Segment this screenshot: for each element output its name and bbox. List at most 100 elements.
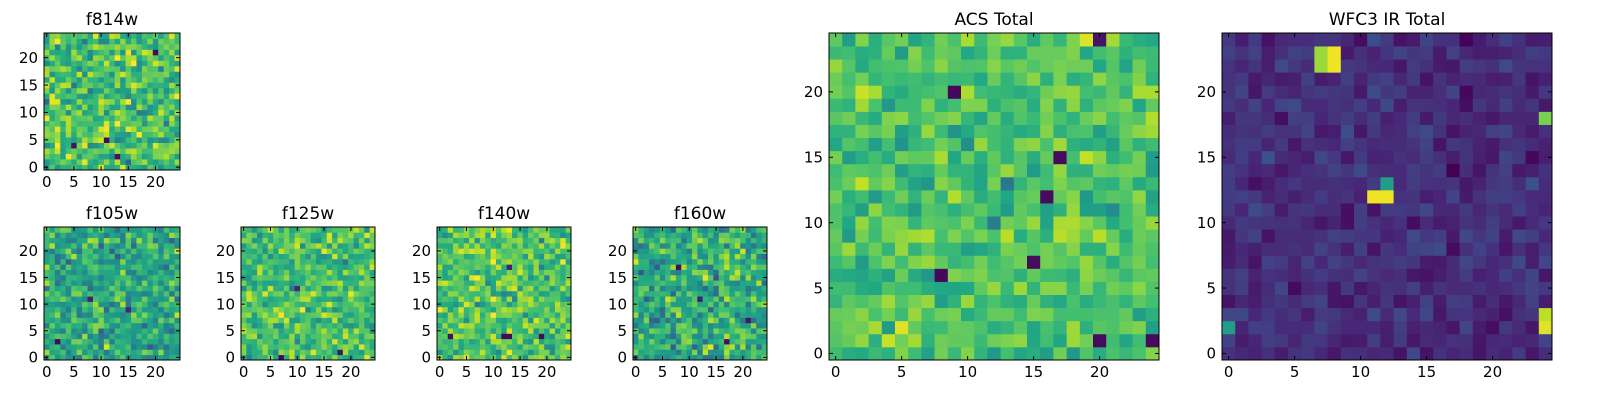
heatmap-cell <box>241 280 247 286</box>
heatmap-cell <box>708 242 714 249</box>
heatmap-cell <box>908 46 922 60</box>
heatmap-cell <box>337 338 344 345</box>
heatmap-cell <box>273 227 279 233</box>
heatmap-cell <box>54 354 61 361</box>
heatmap-cell <box>1459 59 1474 73</box>
heatmap-cell <box>1420 346 1434 361</box>
heatmap-cell <box>691 253 698 260</box>
heatmap-cell <box>1327 346 1342 361</box>
heatmap-cell <box>1248 150 1262 165</box>
heatmap-cell <box>643 227 650 233</box>
heatmap-cell <box>120 264 126 270</box>
heatmap-cell <box>1406 150 1421 165</box>
heatmap-cell <box>1274 137 1289 152</box>
heatmap-cell <box>44 104 50 111</box>
heatmap-cell <box>1027 72 1041 86</box>
heatmap-cell <box>310 296 317 302</box>
heatmap-cell <box>458 237 465 244</box>
heatmap-cell <box>158 98 165 105</box>
heatmap-cell <box>109 237 116 244</box>
heatmap-cell <box>447 227 454 233</box>
heatmap-cell <box>1380 216 1394 230</box>
heatmap-cell <box>437 312 443 318</box>
heatmap-cell <box>987 111 1001 125</box>
heatmap-cell <box>649 312 655 318</box>
heatmap-cell <box>469 269 475 276</box>
heatmap-cell <box>147 296 154 302</box>
heatmap-cell <box>289 296 295 302</box>
heatmap-cell <box>1288 229 1302 243</box>
heatmap-cell <box>713 290 720 297</box>
y-tick-label: 15 <box>1197 149 1216 167</box>
heatmap-cell <box>517 328 524 334</box>
heatmap-cell <box>528 264 534 270</box>
heatmap-cell <box>1459 137 1474 152</box>
heatmap-cell <box>125 264 132 270</box>
heatmap-cell <box>1288 189 1302 204</box>
heatmap-cell <box>141 301 148 308</box>
heatmap-cell <box>729 280 736 286</box>
heatmap-cell <box>734 317 741 324</box>
heatmap-cell <box>533 242 540 249</box>
heatmap-cell <box>158 93 165 100</box>
heatmap-cell <box>987 85 1001 99</box>
heatmap-cell <box>1420 268 1434 282</box>
heatmap-cell <box>92 109 99 116</box>
heatmap-cell <box>76 109 83 116</box>
heatmap-cell <box>283 354 290 361</box>
heatmap-cell <box>750 296 757 302</box>
heatmap-cell <box>974 124 988 139</box>
heatmap-cell <box>855 281 869 295</box>
heatmap-cell <box>44 43 50 50</box>
heatmap-cell <box>554 232 561 239</box>
heatmap-cell <box>283 338 290 345</box>
heatmap-cell <box>708 237 714 244</box>
heatmap-cell <box>141 349 148 356</box>
heatmap-cell <box>713 285 720 292</box>
heatmap-cell <box>1093 124 1107 139</box>
heatmap-cell <box>120 120 126 127</box>
heatmap-cell <box>881 124 896 139</box>
heatmap-cell <box>54 65 61 72</box>
heatmap-cell <box>829 85 843 99</box>
heatmap-cell <box>512 269 518 276</box>
heatmap-cell <box>921 268 935 282</box>
heatmap-cell <box>729 269 736 276</box>
heatmap-cell <box>1420 59 1434 73</box>
heatmap-cell <box>702 290 709 297</box>
panel-title: f160w <box>674 204 726 224</box>
heatmap-cell <box>1367 85 1381 99</box>
heatmap-cell <box>251 349 258 356</box>
heatmap-cell <box>1013 111 1028 125</box>
heatmap-cell <box>908 346 922 361</box>
heatmap-cell <box>1261 255 1276 269</box>
x-tick-label: 15 <box>1417 363 1436 381</box>
heatmap-cell <box>1040 46 1054 60</box>
heatmap-cell <box>921 137 935 152</box>
x-tick-label: 0 <box>1224 363 1234 381</box>
heatmap-cell <box>103 76 110 83</box>
heatmap-cell <box>554 296 561 302</box>
heatmap-cell <box>92 142 99 149</box>
heatmap-cell <box>506 349 513 356</box>
heatmap-cell <box>745 285 752 292</box>
heatmap-cell <box>761 227 768 233</box>
heatmap-cell <box>1327 229 1342 243</box>
heatmap-cell <box>65 333 72 340</box>
heatmap-cell <box>756 242 763 249</box>
heatmap-cell <box>299 242 306 249</box>
heatmap-cell <box>1013 59 1028 73</box>
heatmap-cell <box>565 322 572 329</box>
heatmap-cell <box>163 142 170 149</box>
heatmap-cell <box>332 237 338 244</box>
heatmap-cell <box>92 71 99 78</box>
heatmap-cell <box>103 60 110 67</box>
heatmap-cell <box>246 296 253 302</box>
heatmap-cell <box>718 344 725 350</box>
heatmap-cell <box>44 280 50 286</box>
heatmap-cell <box>1106 346 1120 361</box>
heatmap-cell <box>1393 281 1408 295</box>
heatmap-cell <box>60 301 67 308</box>
heatmap-cell <box>98 87 105 94</box>
